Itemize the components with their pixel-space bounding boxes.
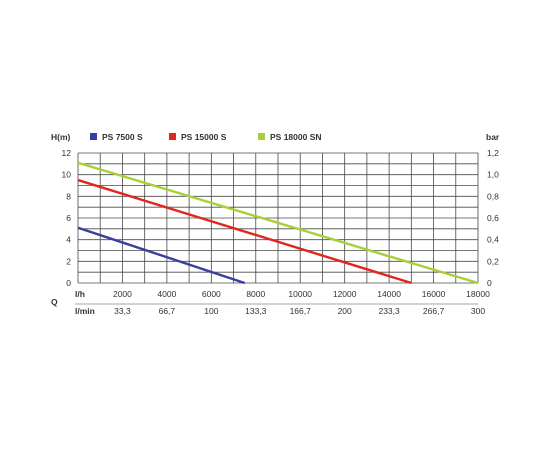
x-axis-q-label: Q [51,297,58,307]
legend-label: PS 7500 S [102,132,143,142]
left-tick-label: 10 [62,170,72,180]
x-tick-label-lh: 16000 [422,289,446,299]
right-tick-label: 0,8 [487,191,499,201]
left-tick-label: 6 [66,213,71,223]
x-tick-label-lh: 10000 [288,289,312,299]
left-tick-label: 8 [66,191,71,201]
left-tick-label: 2 [66,256,71,266]
x-tick-label-lmin: 66,7 [159,306,176,316]
x-tick-label-lmin: 133,3 [245,306,267,316]
chart-grid [77,152,479,284]
x-tick-label-lmin: 100 [204,306,218,316]
x-tick-label-lh: 2000 [113,289,132,299]
series-line [77,226,246,285]
x-tick-label-lmin: 300 [471,306,485,316]
chart-legend: PS 7500 S PS 15000 S PS 18000 SN [90,132,322,142]
left-tick-label: 4 [66,235,71,245]
legend-label: PS 15000 S [181,132,227,142]
x-tick-label-lh: 18000 [466,289,490,299]
legend-swatch [258,133,265,140]
right-tick-label: 1,2 [487,148,499,158]
x-tick-label-lmin: 33,3 [114,306,131,316]
left-axis-title: H(m) [51,132,71,142]
x-tick-label-lmin: 200 [338,306,352,316]
x-tick-label-lh: 14000 [377,289,401,299]
legend-swatch [90,133,97,140]
x-tick-label-lh: 12000 [333,289,357,299]
x-row1-unit: l/h [75,289,85,299]
series-line [77,178,412,285]
x-row2-unit: l/min [75,306,95,316]
x-tick-label-lh: 6000 [202,289,221,299]
x-tick-label-lmin: 266,7 [423,306,445,316]
x-tick-label-lmin: 233,3 [378,306,400,316]
right-tick-label: 0,4 [487,235,499,245]
right-tick-label: 0 [487,278,492,288]
series-line [77,161,479,285]
right-tick-label: 0,2 [487,256,499,266]
left-tick-label: 0 [66,278,71,288]
x-tick-label-lh: 4000 [157,289,176,299]
x-tick-label-lmin: 166,7 [290,306,312,316]
legend-label: PS 18000 SN [270,132,322,142]
right-tick-label: 1,0 [487,170,499,180]
series-lines [77,161,479,285]
x-tick-label-lh: 8000 [246,289,265,299]
right-axis-title: bar [486,132,500,142]
left-tick-label: 12 [62,148,72,158]
chart-axes: H(m) bar 0 2 4 6 8 10 12 0 0,2 0,4 0,6 0,8 1,0 1,2 Ql/h l… [51,132,500,316]
legend-swatch [169,133,176,140]
right-tick-label: 0,6 [487,213,499,223]
